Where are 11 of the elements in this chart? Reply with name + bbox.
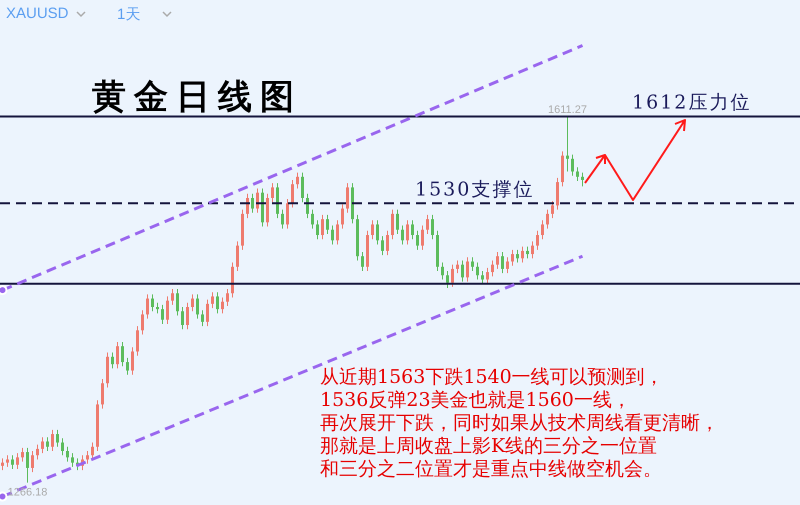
- annotation: 1天: [117, 5, 140, 24]
- ref-line-label: 1530支撑位: [415, 178, 534, 200]
- annotation: XAUUSD: [6, 5, 69, 22]
- annotation: 1536反弹23美金也就是1560一线，: [320, 389, 632, 412]
- annotation: 那就是上周收盘上影K线的三分之一位置: [320, 435, 658, 458]
- annotation: 和三分之二位置才是重点中线做空机会。: [320, 458, 663, 481]
- text: 黄金日线图: [92, 76, 302, 119]
- annotation: 从近期1563下跌1540一线可以预测到，: [320, 366, 665, 389]
- annotation: 1611.27: [548, 104, 587, 116]
- ref-line-label: 1612压力位: [632, 91, 752, 114]
- annotation: 再次展开下跌，同时如果从技术周线看更清晰，: [320, 412, 719, 435]
